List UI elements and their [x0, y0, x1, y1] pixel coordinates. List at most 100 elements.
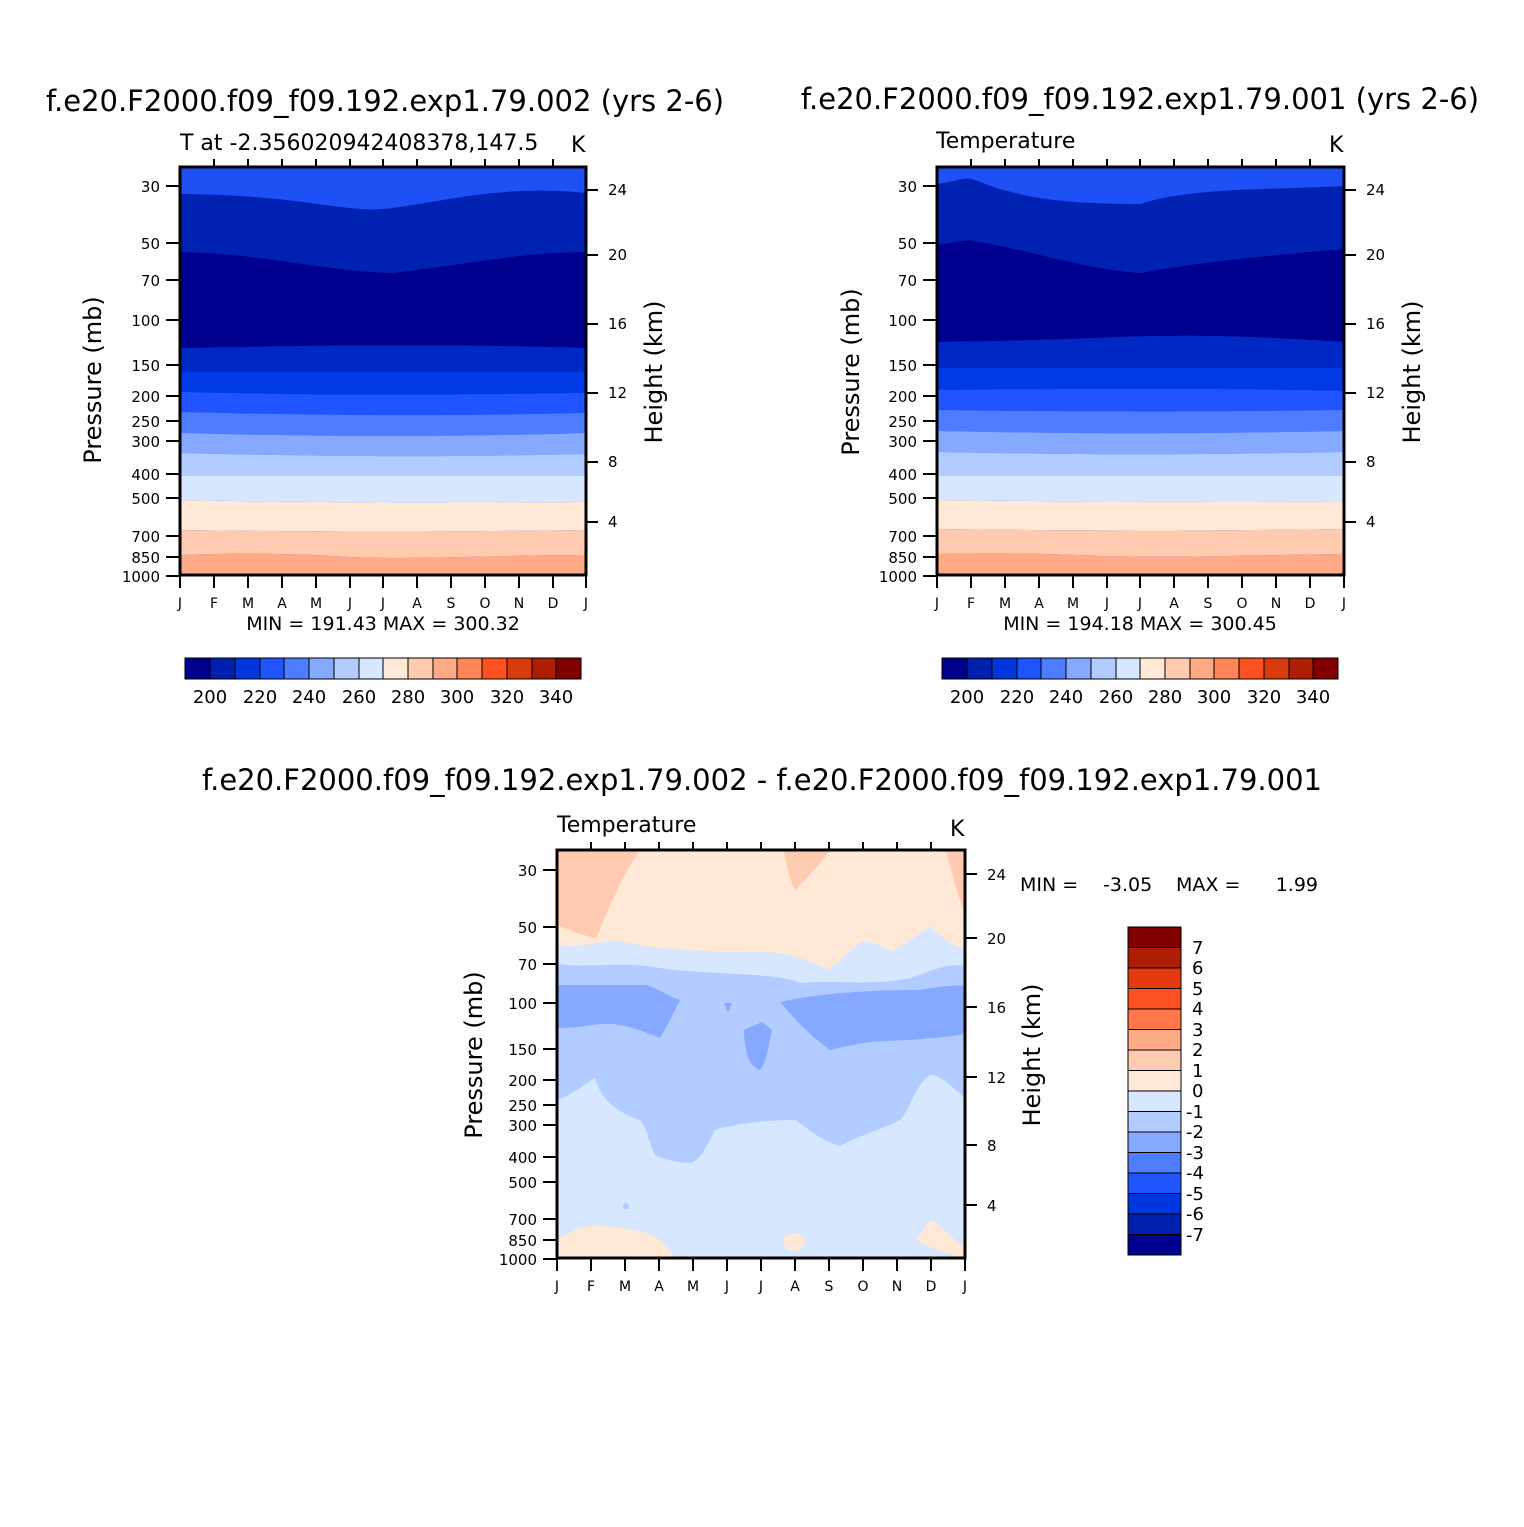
panel-2-ylabel: Pressure (mb) — [837, 288, 865, 455]
panel-1-colorbar: 200 220 240 260 280 300 320 340 — [184, 657, 582, 708]
band-layer — [180, 500, 586, 532]
colorbar-label: 7 — [1192, 938, 1203, 959]
colorbar-label: 240 — [292, 687, 326, 708]
band-layer — [937, 240, 1344, 342]
colorbar-box — [1127, 1152, 1182, 1174]
y-tick-label: 30 — [518, 862, 537, 880]
band-layer — [180, 453, 586, 476]
band-layer — [180, 252, 586, 348]
y-tick-label: 150 — [888, 357, 917, 375]
x-tick-label: J — [347, 596, 352, 612]
x-tick-label: M — [999, 596, 1011, 612]
y-tick-label: 300 — [508, 1117, 537, 1135]
x-tick-label: J — [583, 596, 588, 612]
y-tick-label: 250 — [888, 413, 917, 431]
x-tick-label: J — [724, 1279, 729, 1295]
x-tick-label: A — [412, 596, 422, 612]
panel-1-plot-area — [178, 165, 588, 577]
y-tick-label: 250 — [508, 1097, 537, 1115]
y-tick-label: 200 — [508, 1072, 537, 1090]
colorbar-box — [1127, 926, 1182, 948]
x-tick-label: J — [962, 1279, 967, 1295]
x-tick-label: S — [1204, 596, 1213, 612]
panel-2-right-ticks: 4 8 12 16 20 24 — [1366, 181, 1385, 531]
y-right-tick-label: 20 — [987, 930, 1006, 948]
y-tick-label: 70 — [141, 272, 160, 290]
y-tick-label: 150 — [131, 357, 160, 375]
colorbar-box — [1164, 657, 1191, 680]
y-right-tick-label: 24 — [608, 181, 627, 199]
band-layer — [180, 412, 586, 436]
x-tick-label: D — [926, 1279, 937, 1295]
panel-1-subtitle: T at -2.356020942408378,147.5 — [179, 131, 538, 156]
colorbar-box — [1238, 657, 1265, 680]
y-tick-label: 70 — [518, 956, 537, 974]
band-layer — [180, 372, 586, 395]
y-right-tick-label: 12 — [608, 384, 627, 402]
colorbar-label: 340 — [539, 687, 573, 708]
colorbar-label: -5 — [1186, 1184, 1204, 1205]
panel-1-ylabel: Pressure (mb) — [79, 296, 107, 463]
panel-3-ylabel-right: Height (km) — [1018, 984, 1046, 1127]
panel-2-tick-marks — [923, 159, 1356, 588]
colorbar-box — [966, 657, 993, 680]
colorbar-box — [1040, 657, 1067, 680]
colorbar-label: 220 — [243, 687, 277, 708]
y-tick-label: 700 — [508, 1211, 537, 1229]
x-tick-label: J — [758, 1279, 763, 1295]
panel-1-tick-marks — [166, 159, 598, 588]
band-layer — [180, 190, 586, 273]
x-tick-label: N — [1271, 596, 1281, 612]
colorbar-label: -1 — [1186, 1102, 1204, 1123]
x-tick-label: N — [892, 1279, 902, 1295]
colorbar-box — [1263, 657, 1290, 680]
colorbar-label: 1 — [1192, 1061, 1203, 1082]
band-layer — [557, 850, 965, 970]
band-layer — [623, 1203, 629, 1209]
y-right-tick-label: 4 — [1366, 513, 1376, 531]
y-tick-label: 500 — [508, 1174, 537, 1192]
y-tick-label: 50 — [898, 235, 917, 253]
colorbar-label: 6 — [1192, 958, 1203, 979]
colorbar-box — [1127, 1008, 1182, 1030]
y-tick-label: 300 — [888, 433, 917, 451]
band-layer — [780, 985, 965, 1050]
y-right-tick-label: 20 — [608, 246, 627, 264]
band-layer — [557, 850, 640, 938]
panel-2-stats: MIN = 194.18 MAX = 300.45 — [1003, 613, 1277, 635]
x-tick-label: F — [587, 1279, 595, 1295]
panel-3-plot-area — [555, 848, 967, 1260]
band-layer — [937, 410, 1344, 434]
panel-2-subtitle: Temperature — [935, 129, 1075, 154]
y-right-tick-label: 16 — [987, 999, 1006, 1017]
y-right-tick-label: 12 — [1366, 384, 1385, 402]
panel-1-right-ticks: 4 8 12 16 20 24 — [608, 181, 627, 531]
y-tick-label: 200 — [131, 388, 160, 406]
colorbar-label: -7 — [1186, 1225, 1204, 1246]
colorbar-label: -2 — [1186, 1122, 1204, 1143]
x-tick-label: S — [447, 596, 456, 612]
colorbar-box — [259, 657, 285, 680]
y-right-tick-label: 24 — [1366, 181, 1385, 199]
y-tick-label: 1000 — [122, 568, 160, 586]
panel-2-units: K — [1329, 133, 1344, 158]
y-tick-label: 200 — [888, 388, 917, 406]
colorbar-label: 260 — [1099, 687, 1133, 708]
x-tick-label: A — [1034, 596, 1044, 612]
colorbar-box — [1127, 1111, 1182, 1133]
band-layer — [937, 452, 1344, 476]
x-tick-label: J — [1341, 596, 1346, 612]
panel-2-title: f.e20.F2000.f09_f09.192.exp1.79.001 (yrs… — [801, 82, 1479, 116]
band-layer — [937, 335, 1344, 368]
panel-3-tick-marks — [543, 842, 977, 1271]
y-tick-label: 100 — [888, 312, 917, 330]
panel-1-units: K — [571, 133, 586, 158]
y-tick-label: 500 — [888, 490, 917, 508]
y-right-tick-label: 4 — [608, 513, 618, 531]
band-layer — [946, 850, 965, 915]
colorbar-box — [432, 657, 458, 680]
band-layer — [916, 1220, 965, 1258]
x-tick-label: M — [310, 596, 322, 612]
band-layer — [557, 1225, 675, 1258]
colorbar-label: 300 — [1197, 687, 1231, 708]
